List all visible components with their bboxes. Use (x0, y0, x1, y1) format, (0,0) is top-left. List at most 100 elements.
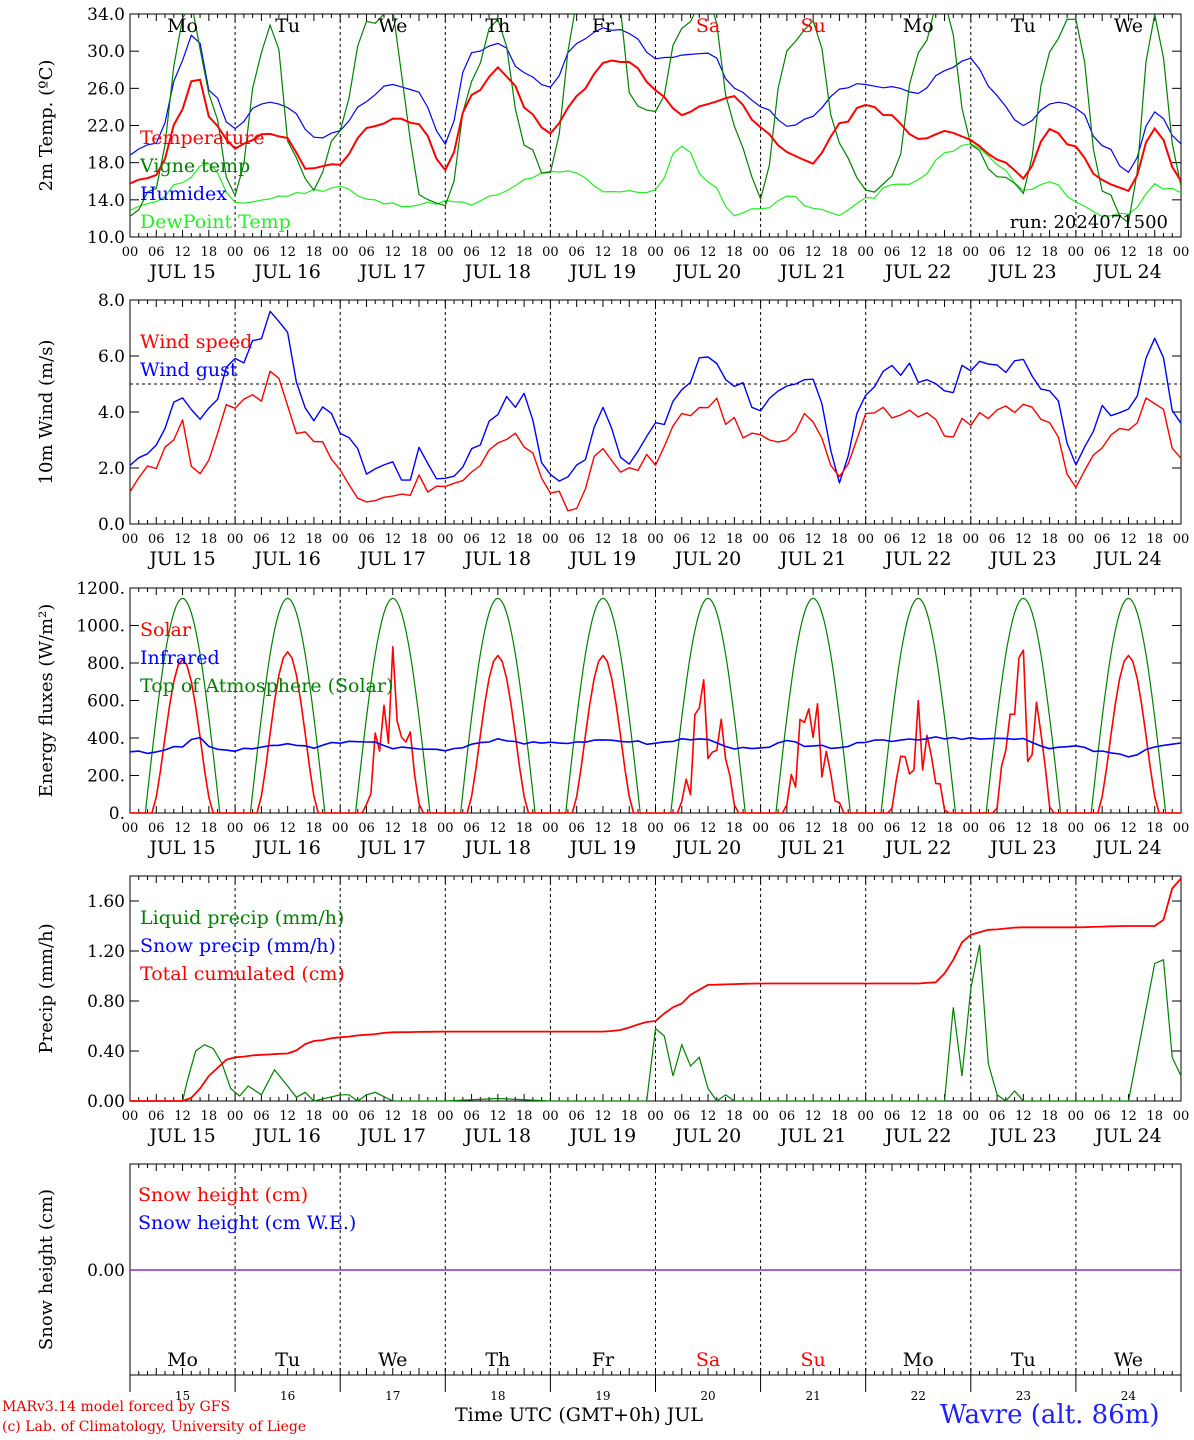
series-line (130, 143, 1181, 218)
hour-tick-label: 06 (148, 532, 165, 547)
series-line (130, 14, 1181, 224)
hour-tick-label: 06 (989, 821, 1006, 836)
hour-tick-label: 12 (279, 1109, 296, 1124)
hour-tick-label: 06 (358, 821, 375, 836)
weekday-label: Su (801, 15, 826, 37)
hour-tick-label: 12 (700, 245, 717, 260)
hour-tick-label: 00 (1173, 1109, 1190, 1124)
hour-tick-label: 12 (174, 821, 191, 836)
hour-tick-label: 18 (1146, 1109, 1163, 1124)
hour-tick-label: 12 (384, 1109, 401, 1124)
run-label: run: 2024071500 (1010, 212, 1168, 233)
hour-tick-label: 06 (674, 532, 691, 547)
hour-tick-label: 12 (1015, 821, 1032, 836)
hour-tick-label: 06 (253, 245, 270, 260)
hour-tick-label: 06 (358, 245, 375, 260)
hour-tick-label: 00 (437, 821, 454, 836)
weekday-label: Mo (903, 1349, 934, 1371)
weekday-label: We (1114, 15, 1143, 37)
series-line (130, 59, 1181, 193)
hour-tick-label: 12 (279, 821, 296, 836)
hour-tick-label: 06 (1094, 245, 1111, 260)
date-label: JUL 24 (1093, 261, 1161, 283)
date-label: JUL 20 (673, 1125, 741, 1147)
hour-tick-label: 06 (1094, 1109, 1111, 1124)
hour-tick-label: 00 (1173, 821, 1190, 836)
y-tick-label: 0.40 (87, 1042, 125, 1062)
day-number-label: 19 (595, 1389, 610, 1403)
hour-tick-label: 06 (779, 245, 796, 260)
legend-entry: Liquid precip (mm/h) (140, 907, 344, 929)
y-tick-label: 30.0 (87, 42, 125, 62)
date-label: JUL 17 (358, 548, 426, 570)
hour-tick-label: 18 (516, 245, 533, 260)
hour-tick-label: 06 (568, 245, 585, 260)
date-label: JUL 16 (252, 837, 320, 859)
station-name: Wavre (alt. 86m) (940, 1400, 1160, 1430)
hour-tick-label: 00 (332, 245, 349, 260)
hour-tick-label: 18 (936, 821, 953, 836)
date-label: JUL 21 (778, 548, 846, 570)
y-tick-label: 8.0 (98, 291, 125, 311)
hour-tick-label: 12 (595, 821, 612, 836)
y-tick-label: 600. (87, 692, 125, 712)
date-label: JUL 17 (358, 1125, 426, 1147)
hour-tick-label: 00 (1173, 245, 1190, 260)
hour-tick-label: 00 (963, 1109, 980, 1124)
y-tick-label: 1.20 (87, 942, 125, 962)
hour-tick-label: 12 (1015, 245, 1032, 260)
hour-tick-label: 06 (884, 245, 901, 260)
hour-tick-label: 18 (516, 532, 533, 547)
hour-tick-label: 12 (910, 1109, 927, 1124)
weekday-label: We (1114, 1349, 1143, 1371)
hour-tick-label: 00 (332, 1109, 349, 1124)
hour-tick-label: 12 (490, 245, 507, 260)
date-label: JUL 22 (883, 548, 951, 570)
y-tick-label: 0.0 (98, 515, 125, 535)
hour-tick-label: 18 (726, 245, 743, 260)
hour-tick-label: 18 (831, 821, 848, 836)
hour-tick-label: 00 (963, 821, 980, 836)
hour-tick-label: 12 (1120, 1109, 1137, 1124)
hour-tick-label: 00 (752, 821, 769, 836)
hour-tick-label: 06 (1094, 821, 1111, 836)
hour-tick-label: 18 (1146, 245, 1163, 260)
hour-tick-label: 18 (1146, 821, 1163, 836)
hour-tick-label: 00 (542, 532, 559, 547)
date-label: JUL 21 (778, 837, 846, 859)
hour-tick-label: 18 (1041, 1109, 1058, 1124)
date-label: JUL 18 (463, 548, 531, 570)
day-number-label: 23 (1016, 1389, 1031, 1403)
hour-tick-label: 00 (332, 821, 349, 836)
hour-tick-label: 12 (910, 532, 927, 547)
hour-tick-label: 00 (1068, 245, 1085, 260)
hour-tick-label: 06 (884, 1109, 901, 1124)
y-tick-label: 1200. (76, 579, 125, 599)
y-tick-label: 200. (87, 767, 125, 787)
hour-tick-label: 12 (595, 532, 612, 547)
weekday-label: Th (485, 1349, 510, 1371)
date-label: JUL 17 (358, 837, 426, 859)
hour-tick-label: 00 (437, 532, 454, 547)
hour-tick-label: 12 (490, 1109, 507, 1124)
y-tick-label: 10.0 (87, 228, 125, 248)
hour-tick-label: 00 (122, 821, 139, 836)
hour-tick-label: 18 (411, 532, 428, 547)
hour-tick-label: 18 (306, 821, 323, 836)
day-number-label: 16 (280, 1389, 295, 1403)
y-tick-label: 1000. (76, 617, 125, 637)
hour-tick-label: 12 (700, 821, 717, 836)
y-tick-label: 26.0 (87, 79, 125, 99)
y-tick-label: 800. (87, 654, 125, 674)
hour-tick-label: 18 (831, 532, 848, 547)
hour-tick-label: 18 (936, 532, 953, 547)
legend-entry: Temperature (140, 127, 264, 149)
y-axis-title: Snow height (cm) (36, 1189, 57, 1350)
date-label: JUL 15 (147, 837, 215, 859)
weekday-label: Sa (696, 1349, 720, 1371)
y-tick-label: 4.0 (98, 403, 125, 423)
date-label: JUL 21 (778, 261, 846, 283)
hour-tick-label: 06 (674, 1109, 691, 1124)
hour-tick-label: 00 (122, 1109, 139, 1124)
y-axis-title: Precip (mm/h) (36, 923, 57, 1053)
